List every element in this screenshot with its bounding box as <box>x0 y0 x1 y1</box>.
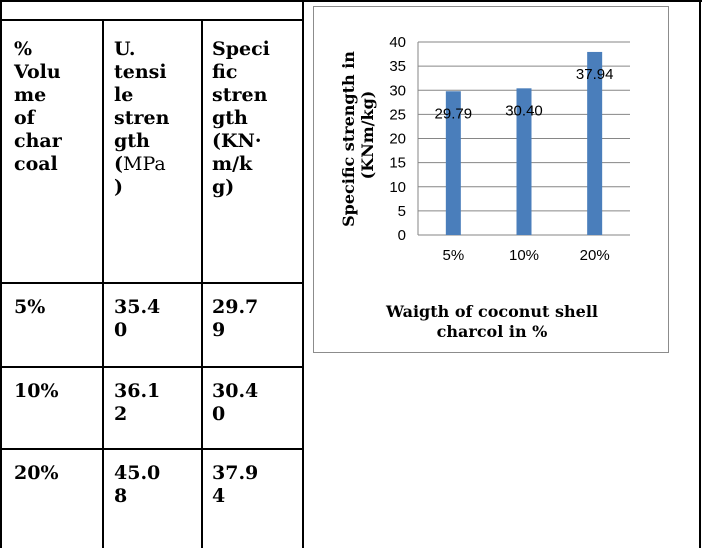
header-tensile-strength: U. tensi le stren gth (MPa ) <box>114 38 170 198</box>
x-tick-label-10%: 10% <box>509 247 539 264</box>
table-top-border <box>0 0 702 2</box>
x-axis-title-line2: charcol in % <box>436 322 548 341</box>
data-label-5%: 29.79 <box>435 105 473 122</box>
y-tick-label-40: 40 <box>389 34 406 51</box>
y-tick-label-10: 10 <box>389 179 406 196</box>
x-axis-title: Waigth of coconut shell charcol in % <box>314 302 670 342</box>
header-specific-strength: Speci fic stren gth (KN· m/k g) <box>212 38 270 198</box>
row-10-tensile: 36.1 2 <box>114 380 161 425</box>
y-tick-label-30: 30 <box>389 82 406 99</box>
x-tick-label-5%: 5% <box>442 247 464 264</box>
column-divider-3 <box>302 0 304 548</box>
header-top-rule <box>0 19 304 21</box>
y-tick-label-15: 15 <box>389 155 406 172</box>
y-tick-label-20: 20 <box>389 131 406 148</box>
row-5-volume: 5% <box>14 296 46 318</box>
header-volume-charcoal: % Volu me of char coal <box>14 38 62 175</box>
row-divider-1 <box>0 282 304 284</box>
data-label-20%: 37.94 <box>576 66 614 83</box>
bar-5% <box>445 91 461 236</box>
y-tick-label-35: 35 <box>389 58 406 75</box>
y-tick-label-25: 25 <box>389 106 406 123</box>
row-10-volume: 10% <box>14 380 59 402</box>
row-20-volume: 20% <box>14 462 59 484</box>
row-divider-2 <box>0 366 304 368</box>
row-20-tensile: 45.0 8 <box>114 462 161 507</box>
x-tick-label-20%: 20% <box>580 247 610 264</box>
row-20-specific: 37.9 4 <box>212 462 259 507</box>
y-tick-label-0: 0 <box>398 227 406 244</box>
row-5-tensile: 35.4 0 <box>114 296 161 341</box>
table-left-border <box>0 0 2 548</box>
row-10-specific: 30.4 0 <box>212 380 259 425</box>
bar-20% <box>587 51 603 235</box>
y-axis-title-line1: Specific strength in <box>339 51 358 227</box>
data-label-10%: 30.40 <box>505 102 543 119</box>
row-divider-3 <box>0 448 304 450</box>
y-tick-label-5: 5 <box>398 203 406 220</box>
x-axis-title-line1: Waigth of coconut shell <box>386 302 598 321</box>
chart-container: 0 5 10 15 20 25 30 35 40 29.79 5% 30.40 10% 37.94 20% S… <box>313 6 669 353</box>
bar-10% <box>516 88 532 235</box>
row-5-specific: 29.7 9 <box>212 296 259 341</box>
bar-chart: 0 5 10 15 20 25 30 35 40 29.79 5% 30.40 10% 37.94 20% S… <box>339 34 630 264</box>
y-axis-title-line2: (KNm/kg) <box>358 91 377 180</box>
table-right-border <box>699 0 701 548</box>
